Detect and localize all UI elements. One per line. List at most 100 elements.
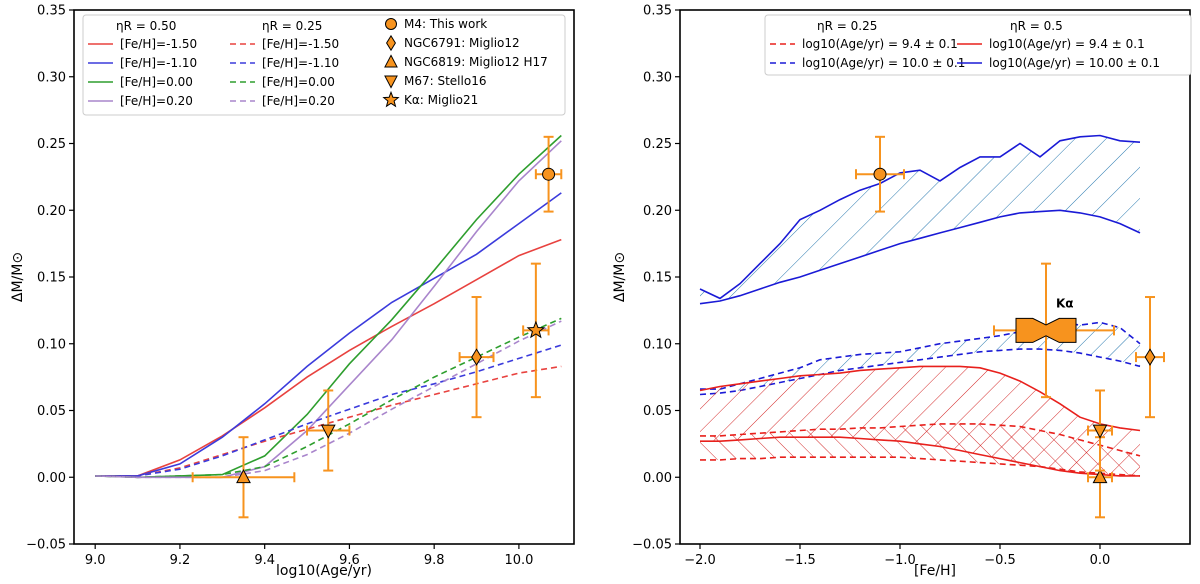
left-y-tick-label: 0.10 — [37, 337, 66, 352]
right-x-tick-label: −1.0 — [884, 553, 916, 568]
right-band-0-5-age10-0-fill — [700, 135, 1140, 304]
left-legend-marker — [384, 75, 398, 89]
left-series-r-0-25-fe-h-0-20 — [95, 320, 562, 479]
left-legend-header: ηR = 0.25 — [262, 19, 322, 33]
right-band-0-25-age9-4-lower — [700, 456, 1141, 477]
left-legend: ηR = 0.50 ηR = 0.25 [Fe/H]=-1.50 [Fe/H]=-1.… — [82, 14, 566, 116]
left-obs-m4-this-work — [534, 135, 563, 213]
left-x-tick-label: 9.8 — [424, 553, 445, 568]
left-series-r-0-50-fe-h-1-10 — [95, 192, 562, 477]
right-y-tick-label: 0.15 — [643, 271, 672, 286]
left-x-tick-label: 9.6 — [339, 553, 360, 568]
left-legend-label: [Fe/H]=-1.50 — [120, 37, 197, 51]
right-legend-header: ηR = 0.5 — [1010, 19, 1063, 33]
right-y-tick-label: 0.20 — [643, 204, 672, 219]
left-legend-label: [Fe/H]=0.20 — [262, 94, 335, 108]
left-x-tick-label: 9.0 — [85, 553, 106, 568]
left-legend-label: NGC6791: Miglio12 — [404, 36, 520, 50]
left-y-tick-label: 0.00 — [37, 471, 66, 486]
left-legend-label: [Fe/H]=0.00 — [120, 75, 193, 89]
left-y-tick-label: 0.05 — [37, 404, 66, 419]
right-x-tick-label: −0.5 — [984, 553, 1016, 568]
right-legend-box — [764, 14, 1192, 76]
right-y-tick-label: 0.30 — [643, 70, 672, 85]
right-legend-label: log10(Age/yr) = 9.4 ± 0.1 — [989, 37, 1145, 51]
left-legend-label: M67: Stello16 — [404, 74, 486, 88]
left-legend-label: [Fe/H]=-1.50 — [262, 37, 339, 51]
left-x-axis-label: log10(Age/yr) — [276, 563, 372, 579]
right-legend-header: ηR = 0.25 — [817, 19, 877, 33]
right-band-0-5-age9-4-upper — [699, 365, 1141, 432]
left-obs-m67-stello16-marker — [320, 424, 336, 439]
right-y-tick-label: 0.10 — [643, 337, 672, 352]
right-ticks: −2.0 −1.5 −1.0 −0.5 0.0 −0.05 0.00 0.05 0.10 0.15… — [632, 4, 1110, 569]
right-obs-m67-marker — [1092, 424, 1108, 439]
left-legend-label: [Fe/H]=0.00 — [262, 75, 335, 89]
right-kalpha-box — [1015, 317, 1077, 343]
right-obs-ngc6791 — [1135, 296, 1165, 419]
right-legend-label: log10(Age/yr) = 10.0 ± 0.1 — [802, 56, 965, 70]
left-legend-marker — [386, 34, 396, 52]
left-legend-label: [Fe/H]=-1.10 — [120, 56, 197, 70]
left-y-tick-label: −0.05 — [26, 538, 66, 553]
right-x-tick-label: −1.5 — [784, 553, 816, 568]
left-y-tick-label: 0.25 — [37, 137, 66, 152]
right-band-0-25-age9-4-fill — [700, 423, 1140, 476]
right-band-0-5-age10-0-lower — [699, 209, 1141, 305]
left-legend-label: Kα: Miglio21 — [404, 93, 478, 107]
right-obs-ngc6819 — [1087, 436, 1113, 519]
left-obs-m67-stello16 — [306, 389, 351, 472]
left-y-tick-label: 0.20 — [37, 204, 66, 219]
right-legend-label: log10(Age/yr) = 10.00 ± 0.1 — [989, 56, 1160, 70]
right-kalpha: Kα — [993, 262, 1115, 399]
left-plot-area — [95, 134, 563, 519]
left-obs-m4-this-work-marker — [542, 167, 556, 181]
right-x-tick-label: −2.0 — [684, 553, 716, 568]
left-series-r-0-50-fe-h-0-00 — [95, 134, 562, 479]
right-band-0-5-age10-0 — [699, 134, 1141, 305]
right-band-0-25-age9-4 — [700, 423, 1141, 477]
left-ticks: 9.0 9.2 9.4 9.6 9.8 10.0 −0.05 0.00 0.05 0.10 0.15… — [26, 4, 533, 569]
right-legend: ηR = 0.25 ηR = 0.5 log10(Age/yr) = 9.4 ± 0… — [764, 14, 1192, 76]
right-obs-ngc6791-marker — [1144, 348, 1156, 366]
left-series-r-0-50-fe-h-1-50 — [95, 238, 562, 477]
left-legend-marker — [384, 54, 398, 68]
right-legend-label: log10(Age/yr) = 9.4 ± 0.1 — [802, 37, 958, 51]
left-x-tick-label: 9.2 — [170, 553, 191, 568]
right-plot-area: Kα — [699, 134, 1165, 519]
right-x-axis-label: [Fe/H] — [914, 563, 956, 579]
left-obs-k-miglio21-marker — [526, 320, 546, 339]
right-obs-ngc6819-marker — [1092, 468, 1108, 484]
right-y-tick-label: −0.05 — [632, 538, 672, 553]
right-y-tick-label: 0.25 — [643, 137, 672, 152]
left-obs-ngc6819-miglio12-h17-marker — [236, 468, 251, 484]
left-x-tick-label: 9.4 — [254, 553, 275, 568]
left-y-tick-label: 0.15 — [37, 271, 66, 286]
left-y-tick-label: 0.30 — [37, 70, 66, 85]
right-band-0-5-age10-0-upper — [699, 134, 1141, 300]
left-legend-header: ηR = 0.50 — [116, 19, 176, 33]
left-obs-k-miglio21 — [522, 262, 550, 399]
left-x-tick-label: 10.0 — [504, 553, 533, 568]
right-x-tick-label: 0.0 — [1090, 553, 1111, 568]
right-kalpha-label: Kα — [1056, 297, 1074, 311]
left-y-tick-label: 0.35 — [37, 4, 66, 19]
left-legend-label: M4: This work — [404, 17, 487, 31]
left-legend-label: [Fe/H]=-1.10 — [262, 56, 339, 70]
right-panel: Kα −2.0 −1.5 −1.0 −0.5 0.0 −0.05 0.00 0.05 0.10 0… — [612, 4, 1192, 579]
left-obs-ngc6791-miglio12-marker — [471, 348, 482, 366]
left-legend-box — [82, 14, 566, 116]
right-obs-m4 — [855, 135, 905, 213]
left-legend-label: [Fe/H]=0.20 — [120, 94, 193, 108]
left-y-axis-label: ΔM/M⊙ — [10, 252, 26, 302]
left-obs-ngc6791-miglio12 — [458, 296, 495, 419]
left-legend-label: NGC6819: Miglio12 H17 — [404, 55, 548, 69]
right-band-0-25-age9-4-upper — [700, 423, 1141, 457]
left-legend-marker — [382, 90, 400, 108]
right-obs-m4-marker — [873, 167, 887, 181]
right-y-tick-label: 0.35 — [643, 4, 672, 19]
right-y-axis-label: ΔM/M⊙ — [612, 252, 628, 302]
right-y-tick-label: 0.05 — [643, 404, 672, 419]
right-y-tick-label: 0.00 — [643, 471, 672, 486]
